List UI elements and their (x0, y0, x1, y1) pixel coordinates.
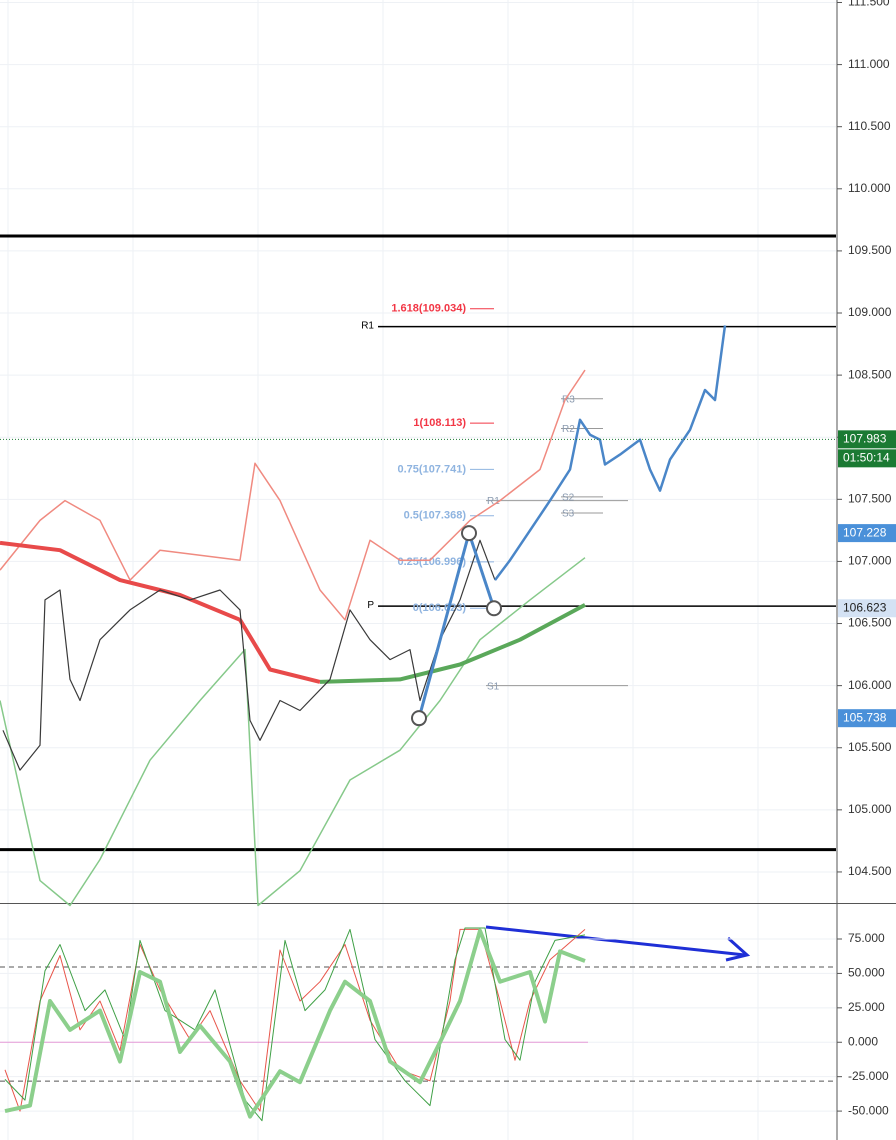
price-tag-label: 107.228 (843, 525, 887, 539)
trend-arrow (485, 925, 751, 962)
y-tick-label: 0.000 (848, 1034, 878, 1048)
price-tag (838, 524, 896, 543)
series-line (0, 540, 321, 684)
y-tick-label: 107.500 (848, 491, 892, 505)
y-tick-label: 105.500 (848, 740, 892, 754)
vertical-grid (7, 0, 759, 1140)
y-tick-label: 111.500 (848, 0, 890, 9)
y-tick-label: 106.000 (848, 678, 892, 692)
y-tick-label: 109.500 (848, 243, 892, 257)
timer-tag (838, 449, 896, 468)
pivot-label: P (367, 600, 374, 611)
minor-pivot-label: R1 (487, 496, 500, 507)
fib-label: 0(106.623) (413, 602, 467, 614)
fib-label: 0.5(107.368) (404, 510, 467, 522)
price-tag (838, 430, 896, 449)
y-tick-label: 110.000 (848, 181, 891, 195)
y-tick-label: 111.000 (848, 57, 890, 71)
y-tick-label: 104.500 (848, 864, 892, 878)
fib-label: 0.25(106.996) (398, 556, 467, 568)
series-line (4, 928, 586, 1119)
minor-pivot-label: S3 (562, 509, 575, 520)
price-tag-label: 107.983 (843, 431, 887, 445)
minor-pivot-label: S1 (487, 681, 500, 692)
y-tick-label: -50.000 (848, 1103, 889, 1117)
y-tick-label: 106.500 (848, 616, 892, 630)
pivot-label: R1 (361, 320, 374, 331)
series-line (494, 325, 727, 581)
y-tick-label: 50.000 (848, 966, 885, 980)
y-tick-label: -25.000 (848, 1069, 889, 1083)
pattern-point (461, 525, 477, 542)
pattern-point (486, 600, 502, 617)
y-tick-label: 25.000 (848, 1000, 885, 1014)
y-tick-label: 107.000 (848, 554, 892, 568)
series-line (319, 603, 586, 684)
minor-pivot-label: R3 (562, 394, 575, 405)
price-tag-label: 106.623 (843, 600, 887, 614)
timer-label: 01:50:14 (843, 450, 890, 464)
fib-label: 1.618(109.034) (391, 303, 466, 315)
pattern-point (411, 710, 427, 727)
minor-pivot-label: S2 (562, 492, 575, 503)
series-line (4, 927, 586, 1122)
fib-label: 0.75(107.741) (398, 463, 467, 475)
series-line (0, 369, 586, 621)
minor-pivot-label: R2 (562, 424, 575, 435)
price-tag (838, 709, 896, 728)
price-tag (838, 599, 896, 618)
y-tick-label: 109.000 (848, 305, 892, 319)
price-tag-label: 105.738 (843, 710, 887, 724)
y-tick-label: 75.000 (848, 931, 885, 945)
fib-label: 1(108.113) (413, 417, 466, 429)
y-tick-label: 110.500 (848, 119, 891, 133)
series-line (2, 539, 496, 771)
y-tick-label: 108.500 (848, 367, 892, 381)
y-tick-label: 105.000 (848, 802, 892, 816)
